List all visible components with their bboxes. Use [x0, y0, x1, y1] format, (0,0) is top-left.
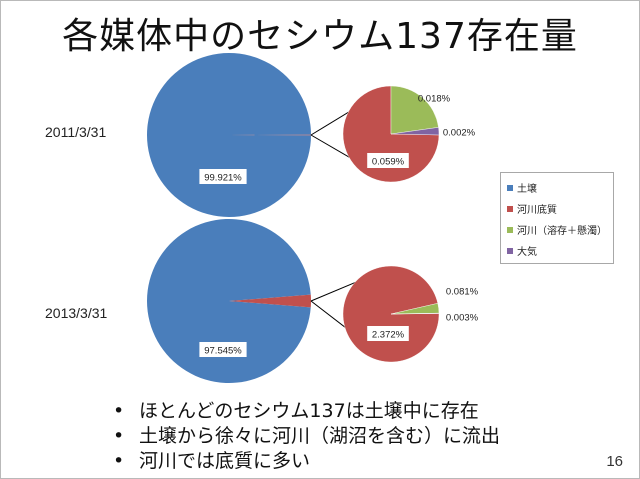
svg-text:0.081%: 0.081% — [446, 287, 479, 298]
chart-1-label-soil: 99.921% — [199, 169, 247, 184]
chart-2-label-soil: 97.545% — [199, 342, 247, 357]
svg-text:0.002%: 0.002% — [443, 128, 476, 139]
svg-text:99.921%: 99.921% — [204, 173, 242, 184]
svg-text:0.018%: 0.018% — [418, 94, 451, 105]
bullet-list: • ほとんどのセシウム137は土壌中に存在 • 土壌から徐々に河川（湖沼を含む）に流… — [113, 399, 500, 474]
chart-1-label-river-water: 0.018% — [418, 94, 451, 105]
legend-item-air: 大気 — [507, 240, 613, 261]
page-number: 16 — [606, 453, 623, 470]
legend-item-soil: 土壌 — [507, 177, 613, 198]
chart-2-slice-other — [229, 294, 312, 308]
chart-2-label-river-sediment: 2.372% — [367, 326, 409, 341]
slide-title: 各媒体中のセシウム137存在量 — [62, 16, 578, 57]
chart-2-label-air: 0.003% — [446, 313, 479, 324]
chart-2-slice-air — [390, 312, 440, 315]
legend-item-river-water: 河川（溶存＋懸濁） — [507, 219, 613, 240]
legend-swatch-air — [507, 247, 513, 254]
svg-text:97.545%: 97.545% — [204, 346, 242, 357]
chart-2-date-label: 2013/3/31 — [45, 305, 108, 321]
legend-swatch-soil — [507, 184, 513, 191]
legend-swatch-river-sediment — [507, 205, 513, 212]
chart-1-label-air: 0.002% — [443, 128, 476, 139]
chart-1-slice-air — [390, 127, 440, 136]
chart-1-label-river-sediment: 0.059% — [367, 153, 409, 168]
legend-swatch-river-water — [507, 226, 513, 233]
bullet-item: • 河川では底質に多い — [113, 450, 311, 472]
legend-label-air: 大気 — [517, 247, 537, 258]
legend-item-river-sediment: 河川底質 — [507, 198, 613, 219]
legend-label-river-sediment: 河川底質 — [517, 205, 557, 216]
bullet-item: • ほとんどのセシウム137は土壌中に存在 — [113, 400, 479, 422]
svg-text:0.059%: 0.059% — [372, 157, 405, 168]
svg-text:0.003%: 0.003% — [446, 313, 479, 324]
chart-1-date-label: 2011/3/31 — [45, 124, 107, 140]
chart-2-slice-soil — [147, 219, 311, 383]
svg-text:2.372%: 2.372% — [372, 330, 405, 341]
bullet-item: • 土壌から徐々に河川（湖沼を含む）に流出 — [113, 425, 501, 447]
chart-legend: 土壌 河川底質 河川（溶存＋懸濁） 大気 — [500, 172, 614, 264]
legend-label-soil: 土壌 — [517, 184, 537, 195]
legend-label-river-water: 河川（溶存＋懸濁） — [517, 226, 607, 237]
chart-2-label-river-water: 0.081% — [446, 287, 479, 298]
chart-1-slice-river-water — [390, 85, 439, 135]
chart-1-slice-river-sediment — [342, 85, 440, 183]
chart-1-slice-soil — [147, 52, 311, 217]
